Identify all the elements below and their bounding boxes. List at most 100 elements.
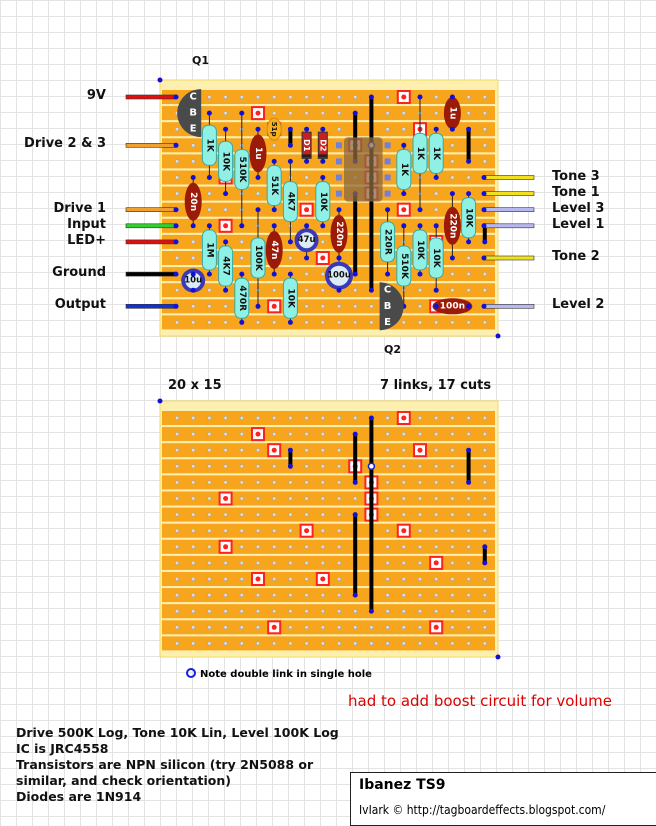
wire-ground	[125, 271, 177, 277]
hole	[223, 432, 228, 437]
component-label: 10K	[415, 240, 425, 261]
resistor	[201, 124, 217, 166]
hole	[207, 641, 212, 646]
pad	[482, 544, 488, 550]
hole	[385, 94, 390, 100]
hole	[191, 239, 196, 244]
hole	[450, 609, 455, 614]
hole	[255, 512, 261, 517]
component-label: 1K	[399, 163, 409, 177]
pad	[320, 175, 326, 180]
component-51k: 51K	[266, 158, 282, 213]
pad	[304, 126, 310, 132]
wire-label: 9V	[86, 88, 106, 103]
component-100k: 100K	[250, 207, 266, 309]
component-10k: 10K	[428, 223, 444, 293]
hole	[401, 609, 406, 614]
ic-pin	[336, 190, 342, 197]
pad	[287, 271, 293, 277]
hole	[466, 272, 471, 277]
note-line: Transistors are NPN silicon (try 2N5088 …	[16, 757, 314, 772]
pad	[190, 223, 196, 229]
diode-band	[302, 154, 312, 158]
pad	[173, 271, 179, 277]
ic-pin	[336, 158, 342, 165]
pad	[401, 142, 407, 148]
hole	[239, 560, 244, 565]
pad	[255, 303, 261, 309]
annotation: had to add boost circuit for volume	[348, 692, 612, 710]
resistor	[396, 245, 412, 287]
hole	[288, 94, 293, 100]
hole	[255, 593, 261, 598]
hole	[353, 641, 358, 646]
hole	[207, 576, 212, 582]
hole	[207, 528, 212, 533]
hole	[272, 94, 277, 100]
hole	[353, 304, 358, 309]
note-line: similar, and check orientation)	[16, 773, 231, 788]
track-cut-dot	[433, 560, 439, 566]
hole	[320, 320, 325, 325]
hole	[385, 464, 390, 469]
component-d2: D2	[317, 126, 328, 164]
hole	[239, 415, 244, 421]
hole	[417, 480, 423, 485]
corner-marker	[495, 654, 501, 660]
hole	[450, 448, 455, 453]
hole	[385, 641, 390, 646]
hole	[336, 512, 342, 517]
pad	[433, 287, 439, 293]
component-47u: 47u	[294, 223, 319, 261]
wire-label: Output	[54, 297, 106, 313]
hole	[304, 94, 309, 100]
pad	[481, 175, 487, 180]
hole	[336, 448, 342, 453]
track-cut-dot	[223, 223, 229, 229]
hole	[174, 288, 180, 293]
hole	[191, 159, 196, 164]
wire-label: Input	[67, 216, 106, 232]
hole	[207, 432, 212, 437]
hole	[401, 625, 406, 630]
hole	[272, 512, 277, 517]
pad	[304, 255, 310, 261]
pad	[336, 255, 342, 261]
pad	[385, 271, 391, 277]
hole	[466, 288, 471, 293]
note-line: Drive 500K Log, Tone 10K Lin, Level 100K…	[16, 725, 339, 740]
hole	[191, 560, 196, 565]
wire-input	[125, 223, 177, 229]
pad	[304, 223, 310, 229]
pad	[173, 142, 179, 148]
copper-strip	[162, 588, 495, 603]
hole	[450, 625, 455, 630]
copper-strip	[162, 138, 495, 153]
component-label: 1K	[431, 147, 441, 161]
hole	[336, 304, 342, 309]
hole	[320, 609, 325, 614]
hole	[320, 94, 325, 100]
hole	[288, 415, 293, 421]
pad	[466, 239, 472, 245]
hole	[450, 593, 455, 598]
hole	[174, 127, 180, 132]
hole	[450, 288, 455, 293]
hole	[304, 576, 309, 582]
track-cut-dot	[304, 528, 310, 534]
hole	[191, 448, 196, 453]
hole	[304, 464, 309, 469]
double-link-note-text: Note double link in single hole	[200, 669, 372, 680]
hole	[174, 175, 180, 180]
hole	[434, 415, 439, 421]
hole	[417, 593, 423, 598]
component-1k: 1K	[428, 126, 444, 180]
hole	[434, 111, 439, 116]
hole	[239, 625, 244, 630]
resistor	[428, 132, 444, 174]
hole	[417, 304, 423, 309]
hole	[304, 191, 309, 196]
copper-strip	[162, 555, 495, 570]
hole	[450, 143, 455, 148]
component-1u: 1u	[249, 126, 267, 180]
